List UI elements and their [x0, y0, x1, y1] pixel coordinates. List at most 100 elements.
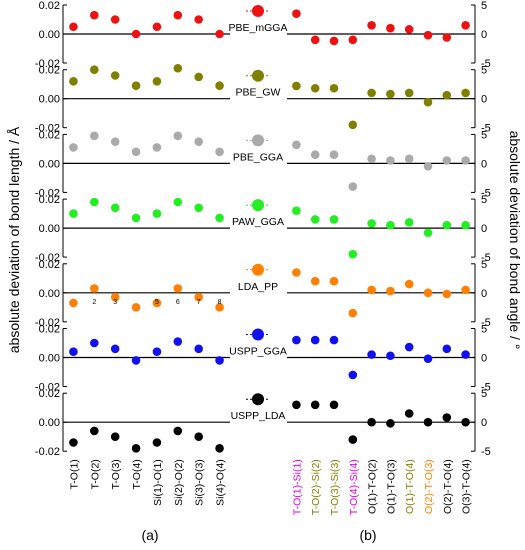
- bond-length-point: [131, 81, 141, 90]
- left-axis-title: absolute deviation of bond length / Å: [6, 126, 22, 353]
- bond-angle-point: [329, 400, 339, 410]
- point-index-label: 2: [92, 299, 96, 306]
- bond-angle-point: [461, 417, 470, 427]
- bond-angle-point: [292, 400, 301, 410]
- panel-PBE_mGGA: 0.02 0.00 -0.02 5 0 -5 PBE_mGGA: [35, 0, 491, 70]
- bond-angle-point: [310, 400, 320, 410]
- right-tick-label: 5: [481, 65, 487, 77]
- right-tick-label: -5: [481, 446, 491, 458]
- legend-marker: [252, 328, 264, 341]
- bond-angle-point: [367, 350, 376, 359]
- right-tick-label: -5: [481, 187, 491, 199]
- bond-angle-point: [386, 419, 395, 428]
- bond-angle-point: [348, 182, 358, 191]
- bond-angle-point: [404, 25, 414, 34]
- right-tick-label: 5: [481, 194, 487, 206]
- bond-length-point: [69, 298, 78, 308]
- right-tick-label: 0: [481, 223, 487, 235]
- left-tick-label: -0.02: [35, 317, 60, 329]
- bond-angle-point: [329, 83, 339, 93]
- bond-angle-point: [292, 268, 301, 277]
- bond-length-point: [90, 131, 99, 141]
- left-tick-label: 0.00: [39, 158, 60, 170]
- left-tick-label: -0.02: [35, 58, 60, 70]
- bond-angle-point: [461, 21, 470, 30]
- series-label: USPP_GGA: [229, 346, 287, 358]
- bond-length-point: [131, 29, 141, 39]
- point-index-label: 8: [218, 299, 222, 306]
- bond-length-point: [131, 213, 141, 223]
- right-tick-label: -5: [481, 382, 491, 394]
- bond-angle-point: [386, 89, 395, 99]
- bond-angle-point: [329, 335, 339, 345]
- bond-length-point: [194, 72, 203, 82]
- angle-category-label: O(3)-T-O(4): [461, 459, 473, 514]
- series-label: PAW_GGA: [232, 216, 284, 228]
- panel-PAW_GGA: 0.02 0.00 -0.02 5 0 -5 PAW_GGA: [35, 194, 491, 264]
- bond-angle-point: [442, 33, 452, 42]
- bond-angle-point: [367, 88, 376, 98]
- bond-length-point: [173, 197, 183, 207]
- bond-angle-point: [292, 335, 301, 345]
- bond-angle-point: [348, 370, 358, 380]
- bond-angle-point: [423, 162, 433, 171]
- panel-a-label: (a): [141, 527, 158, 543]
- right-tick-label: -5: [481, 252, 491, 264]
- angle-category-label: O(2)-T-O(3): [423, 459, 435, 514]
- bond-length-point: [131, 147, 141, 157]
- bond-angle-point: [348, 308, 358, 318]
- length-category-label: Si(2)-O(2): [173, 459, 185, 506]
- bond-angle-point: [292, 140, 301, 150]
- length-category-label: T-O(4): [131, 459, 143, 489]
- bond-angle-point: [367, 417, 376, 427]
- length-category-label: T-O(3): [110, 459, 122, 489]
- bond-length-point: [131, 303, 141, 312]
- left-tick-label: 0.02: [39, 194, 60, 206]
- panel-b-label: (b): [359, 527, 376, 543]
- bond-angle-point: [310, 35, 320, 45]
- left-tick-label: -0.02: [35, 123, 60, 135]
- bond-length-point: [90, 10, 99, 20]
- bond-angle-point: [310, 150, 320, 159]
- bond-angle-point: [461, 220, 470, 230]
- angle-category-label: T-O(4)-Si(4): [348, 459, 360, 515]
- bond-length-point: [173, 426, 183, 436]
- left-tick-label: 0.00: [39, 353, 60, 365]
- bond-length-point: [215, 303, 224, 312]
- left-tick-label: 0.00: [39, 29, 60, 41]
- bond-angle-point: [404, 279, 414, 289]
- bond-angle-point: [329, 150, 339, 159]
- right-tick-label: 0: [481, 158, 487, 170]
- length-category-label: Si(4)-O(4): [215, 459, 227, 506]
- bond-length-point: [131, 444, 141, 453]
- left-tick-label: -0.02: [35, 252, 60, 264]
- bond-length-point: [173, 284, 183, 293]
- bond-length-point: [173, 131, 183, 141]
- bond-length-point: [110, 71, 120, 80]
- bond-angle-point: [423, 228, 433, 238]
- bond-angle-point: [423, 97, 433, 107]
- point-index-label: 5: [155, 299, 159, 306]
- length-category-label: T-O(2): [89, 459, 101, 489]
- angle-category-label: T-O(3)-Si(3): [329, 459, 341, 515]
- bond-length-point: [173, 63, 183, 73]
- bond-angle-point: [292, 206, 301, 215]
- left-tick-label: 0.02: [39, 324, 60, 336]
- right-tick-label: 5: [481, 259, 487, 271]
- bond-angle-point: [310, 335, 320, 345]
- bond-angle-point: [386, 220, 395, 230]
- point-index-label: 3: [113, 299, 117, 306]
- bond-angle-point: [310, 215, 320, 224]
- left-tick-label: 0.02: [39, 388, 60, 400]
- left-tick-label: 0.00: [39, 94, 60, 106]
- panel-LDA_PP: 0.02 0.00 -0.02 5 0 -5 LDA_PP 2 3 5 6 7 8: [35, 259, 491, 329]
- bond-angle-point: [310, 83, 320, 93]
- bond-length-point: [90, 338, 99, 348]
- bond-angle-point: [442, 90, 452, 100]
- bond-angle-point: [367, 154, 376, 164]
- bond-length-point: [194, 203, 203, 213]
- bond-angle-point: [404, 342, 414, 352]
- bond-length-point: [69, 347, 78, 357]
- bond-angle-point: [348, 35, 358, 45]
- angle-category-label: T-O(2)-Si(2): [310, 459, 322, 515]
